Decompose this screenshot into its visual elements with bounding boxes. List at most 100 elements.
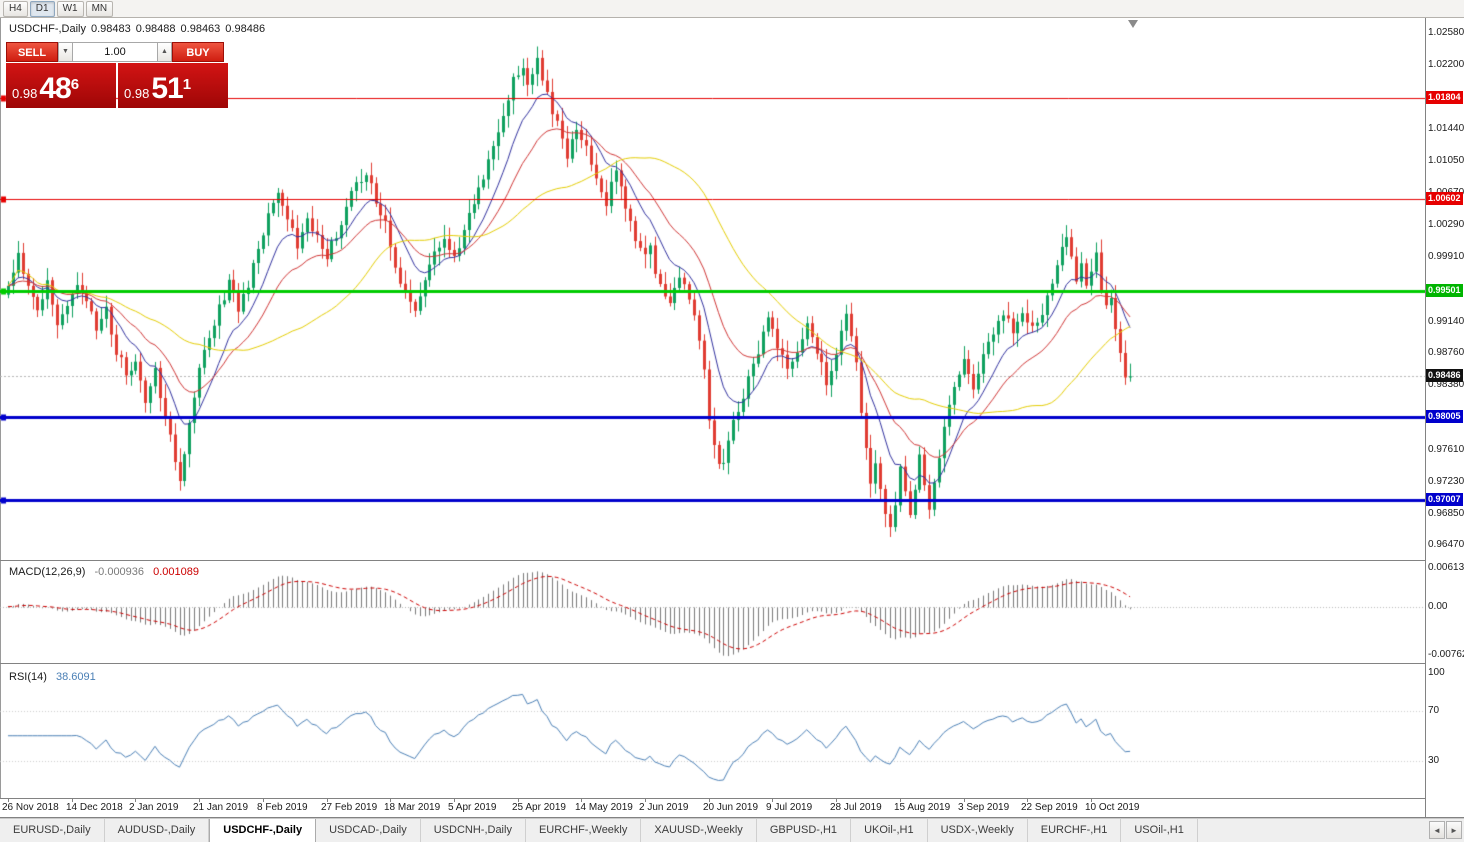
time-axis-tick bbox=[1091, 799, 1092, 802]
price-axis-label: 1.00290 bbox=[1428, 219, 1464, 231]
tabbar-separator bbox=[0, 817, 1464, 818]
time-axis-label: 22 Sep 2019 bbox=[1021, 802, 1078, 813]
ohlc-low: 0.98463 bbox=[180, 23, 221, 35]
price-axis[interactable]: 1.025801.022001.014401.010501.006701.002… bbox=[1426, 18, 1464, 817]
price-axis-label: 1.01440 bbox=[1428, 122, 1464, 134]
time-axis[interactable]: 26 Nov 2018 14 Dec 2018 2 Jan 2019 21 Jan 2… bbox=[0, 799, 1425, 817]
chart-symbol-label: USDCHF-,Daily bbox=[9, 23, 86, 35]
ohlc-open: 0.98483 bbox=[91, 23, 131, 35]
time-axis-tick bbox=[72, 799, 73, 802]
time-axis-tick bbox=[199, 799, 200, 802]
time-axis-tick bbox=[390, 799, 391, 802]
price-axis-label: 1.01050 bbox=[1428, 155, 1464, 167]
macd-axis-label: 0.00 bbox=[1428, 600, 1448, 612]
price-axis-label: 0.98760 bbox=[1428, 347, 1464, 359]
time-axis-tick bbox=[263, 799, 264, 802]
chart-tab-eurusd-daily[interactable]: EURUSD-,Daily bbox=[0, 819, 105, 842]
time-axis-label: 9 Jul 2019 bbox=[766, 802, 813, 813]
time-axis-label: 2 Jan 2019 bbox=[129, 802, 179, 813]
bid-price-pip: 6 bbox=[70, 76, 80, 93]
time-axis-tick bbox=[327, 799, 328, 802]
time-axis-tick bbox=[645, 799, 646, 802]
time-axis-tick bbox=[8, 799, 9, 802]
rsi-axis-label: 100 bbox=[1428, 667, 1445, 679]
time-axis-label: 3 Sep 2019 bbox=[958, 802, 1010, 813]
macd-value-signal: 0.001089 bbox=[153, 566, 199, 578]
time-axis-tick bbox=[1027, 799, 1028, 802]
timeframe-button-h4[interactable]: H4 bbox=[3, 0, 28, 17]
bid-price-prefix: 0.98 bbox=[12, 86, 38, 101]
time-axis-label: 15 Aug 2019 bbox=[894, 802, 951, 813]
macd-indicator-label: MACD(12,26,9) -0.000936 0.001089 bbox=[9, 566, 199, 578]
price-axis-label: 1.02200 bbox=[1428, 58, 1464, 70]
chart-tab-eurchf-h1[interactable]: EURCHF-,H1 bbox=[1027, 819, 1122, 842]
timeframe-button-d1[interactable]: D1 bbox=[29, 0, 55, 17]
timeframe-toolbar: H4 D1 W1 MN bbox=[0, 0, 1464, 18]
chart-tab-usdchf-daily[interactable]: USDCHF-,Daily bbox=[209, 819, 317, 842]
time-axis-tick bbox=[581, 799, 582, 802]
volume-increase-button[interactable]: ▲ bbox=[157, 42, 172, 62]
chart-tab-usdcad-daily[interactable]: USDCAD-,Daily bbox=[316, 819, 421, 842]
time-axis-label: 26 Nov 2018 bbox=[2, 802, 59, 813]
time-axis-label: 20 Jun 2019 bbox=[703, 802, 759, 813]
rsi-name: RSI(14) bbox=[9, 671, 47, 683]
chart-tab-usdcnh-daily[interactable]: USDCNH-,Daily bbox=[420, 819, 526, 842]
tabs-scroll-right-button[interactable]: ► bbox=[1446, 821, 1462, 839]
time-axis-label: 28 Jul 2019 bbox=[830, 802, 882, 813]
chart-tab-eurchf-weekly[interactable]: EURCHF-,Weekly bbox=[525, 819, 642, 842]
chart-title: USDCHF-,Daily 0.98483 0.98488 0.98463 0.9848… bbox=[9, 23, 270, 35]
current-price-badge: 0.98486 bbox=[1426, 369, 1463, 383]
time-axis-tick bbox=[900, 799, 901, 802]
volume-input[interactable] bbox=[73, 42, 157, 62]
price-axis-label: 0.96470 bbox=[1428, 539, 1464, 551]
time-axis-label: 14 Dec 2018 bbox=[66, 802, 123, 813]
ask-price-display[interactable]: 0.98 51 1 bbox=[118, 63, 228, 108]
timeframe-button-mn[interactable]: MN bbox=[85, 0, 114, 17]
time-axis-label: 27 Feb 2019 bbox=[321, 802, 378, 813]
sell-button[interactable]: SELL bbox=[6, 42, 58, 62]
chart-tab-gbpusd-h1[interactable]: GBPUSD-,H1 bbox=[756, 819, 852, 842]
chart-tab-usoil-h1[interactable]: USOil-,H1 bbox=[1121, 819, 1198, 842]
price-level-badge: 0.97007 bbox=[1426, 493, 1463, 507]
panel-separator-macd[interactable] bbox=[0, 560, 1464, 561]
chart-canvas[interactable] bbox=[0, 18, 1425, 798]
bid-price-main: 48 bbox=[39, 72, 71, 105]
ohlc-high: 0.98488 bbox=[135, 23, 176, 35]
time-axis-label: 5 Apr 2019 bbox=[448, 802, 497, 813]
volume-decrease-button[interactable]: ▼ bbox=[58, 42, 73, 62]
time-axis-tick bbox=[709, 799, 710, 802]
time-axis-separator bbox=[0, 798, 1464, 799]
trade-controls-row: SELL ▼ ▲ BUY bbox=[6, 42, 228, 62]
chart-shift-marker bbox=[1128, 20, 1138, 28]
chart-tabbar: EURUSD-,Daily AUDUSD-,Daily USDCHF-,Daily U… bbox=[0, 818, 1464, 842]
chart-tab-ukoil-h1[interactable]: UKOil-,H1 bbox=[851, 819, 928, 842]
price-axis-label: 0.99910 bbox=[1428, 250, 1464, 262]
ask-price-pip: 1 bbox=[182, 76, 192, 93]
time-axis-label: 18 Mar 2019 bbox=[384, 802, 441, 813]
time-axis-label: 25 Apr 2019 bbox=[512, 802, 566, 813]
rsi-axis-label: 30 bbox=[1428, 754, 1440, 766]
macd-name: MACD(12,26,9) bbox=[9, 566, 86, 578]
price-axis-label: 0.98380 bbox=[1428, 379, 1464, 391]
tabs-scroll-left-button[interactable]: ◄ bbox=[1429, 821, 1445, 839]
bid-price-display[interactable]: 0.98 48 6 bbox=[6, 63, 116, 108]
price-axis-label: 0.97230 bbox=[1428, 475, 1464, 487]
price-axis-label: 1.02580 bbox=[1428, 27, 1464, 39]
chart-tab-audusd-daily[interactable]: AUDUSD-,Daily bbox=[104, 819, 210, 842]
price-axis-label: 0.97610 bbox=[1428, 443, 1464, 455]
chart-tab-xauusd-weekly[interactable]: XAUUSD-,Weekly bbox=[641, 819, 757, 842]
panel-separator-rsi[interactable] bbox=[0, 663, 1464, 664]
time-axis-label: 10 Oct 2019 bbox=[1085, 802, 1140, 813]
time-axis-label: 2 Jun 2019 bbox=[639, 802, 689, 813]
macd-value-main: -0.000936 bbox=[94, 566, 145, 578]
chart-tab-usdx-weekly[interactable]: USDX-,Weekly bbox=[927, 819, 1028, 842]
timeframe-button-w1[interactable]: W1 bbox=[56, 0, 84, 17]
chart-tabs: EURUSD-,Daily AUDUSD-,Daily USDCHF-,Daily U… bbox=[0, 819, 1420, 842]
bid-ask-display: 0.98 48 6 0.98 51 1 bbox=[6, 63, 228, 108]
time-axis-label: 21 Jan 2019 bbox=[193, 802, 249, 813]
price-axis-label: 0.96850 bbox=[1428, 507, 1464, 519]
rsi-value: 38.6091 bbox=[55, 671, 96, 683]
macd-axis-label: -0.00762 bbox=[1428, 648, 1464, 660]
buy-button[interactable]: BUY bbox=[172, 42, 224, 62]
